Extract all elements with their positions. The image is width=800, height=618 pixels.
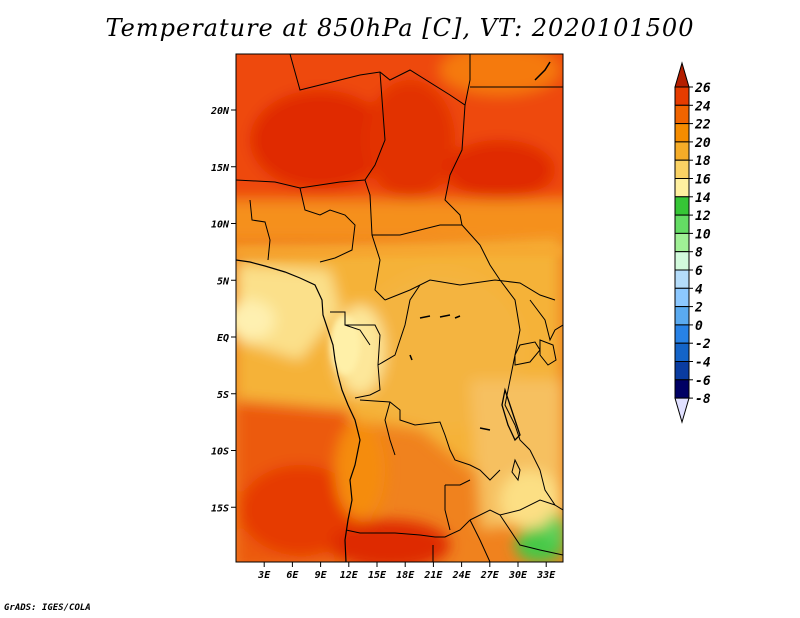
colorbar-swatch [674,141,690,161]
country-borders [236,54,563,562]
colorbar-swatch [674,287,690,308]
lat-tick-label: EQ [217,333,229,344]
credit-label: GrADS: IGES/COLA [4,603,91,613]
colorbar-swatch [674,269,690,289]
colorbar-label: 8 [695,246,703,261]
colorbar-swatch [674,159,690,179]
lon-tick-label: 18E [396,570,415,581]
colorbar-label: 10 [695,227,711,242]
colorbar-label: 0 [695,319,703,334]
lat-tick-label: 15N [211,163,230,174]
colorbar-label: 20 [694,136,711,151]
colorbar-swatch [674,324,690,344]
colorbar-label: 26 [694,81,711,96]
lon-tick-label: 27E [480,570,500,581]
lon-tick-label: 6E [286,570,299,581]
longitude-axis: 3E 6E 9E 12E 15E 18E 21E 24E 27E 30E 33E [257,562,556,581]
colorbar-label: -4 [695,356,711,371]
colorbar-label: -6 [695,374,711,389]
colorbar-label: -8 [695,392,711,407]
lat-tick-label: 20N [210,106,230,117]
colorbar-label: 14 [695,191,711,206]
colorbar-swatch [674,214,690,234]
colorbar-swatch [674,379,690,399]
colorbar-label: 4 [695,282,703,297]
colorbar-swatch [674,123,690,143]
colorbar-overflow-top [674,61,690,88]
colorbar-label: 2 [694,301,703,316]
lon-tick-label: 33E [536,570,556,581]
lat-tick-label: 15S [211,503,229,514]
temperature-field [236,54,563,562]
colorbar-swatch [674,342,690,363]
lon-tick-label: 21E [423,570,443,581]
lon-tick-label: 12E [340,570,359,581]
colorbar-swatch [674,196,690,216]
colorbar-label: 16 [695,173,711,188]
lat-tick-label: 5S [217,390,229,401]
lon-tick-label: 15E [368,570,387,581]
colorbar-swatch [674,232,690,253]
latitude-axis: 20N 15N 10N 5N EQ 5S 10S 15S [210,106,236,514]
colorbar-label: 12 [695,209,711,224]
colorbar-swatch [674,306,690,326]
colorbar-label: 22 [694,118,711,133]
colorbar-swatch [674,361,690,381]
colorbar-underflow-bottom [674,397,690,424]
lon-tick-label: 9E [315,570,328,581]
lon-tick-label: 3E [257,570,271,581]
colorbar-label: 6 [695,264,703,279]
lon-tick-label: 30E [508,570,528,581]
lon-tick-label: 24E [452,570,472,581]
colorbar-swatch [674,86,690,106]
lat-tick-label: 5N [217,276,230,287]
colorbar-swatch [674,251,690,271]
colorbar-swatch [674,104,690,125]
lat-tick-label: 10N [211,220,230,231]
colorbar-swatch [674,178,690,198]
lat-tick-label: 10S [211,447,229,458]
colorbar-label: 24 [694,99,711,114]
chart-title: Temperature at 850hPa [C], VT: 202010150… [105,14,695,42]
colorbar-label: 18 [695,154,711,169]
colorbar-label: -2 [695,337,711,352]
map-frame [235,53,564,563]
